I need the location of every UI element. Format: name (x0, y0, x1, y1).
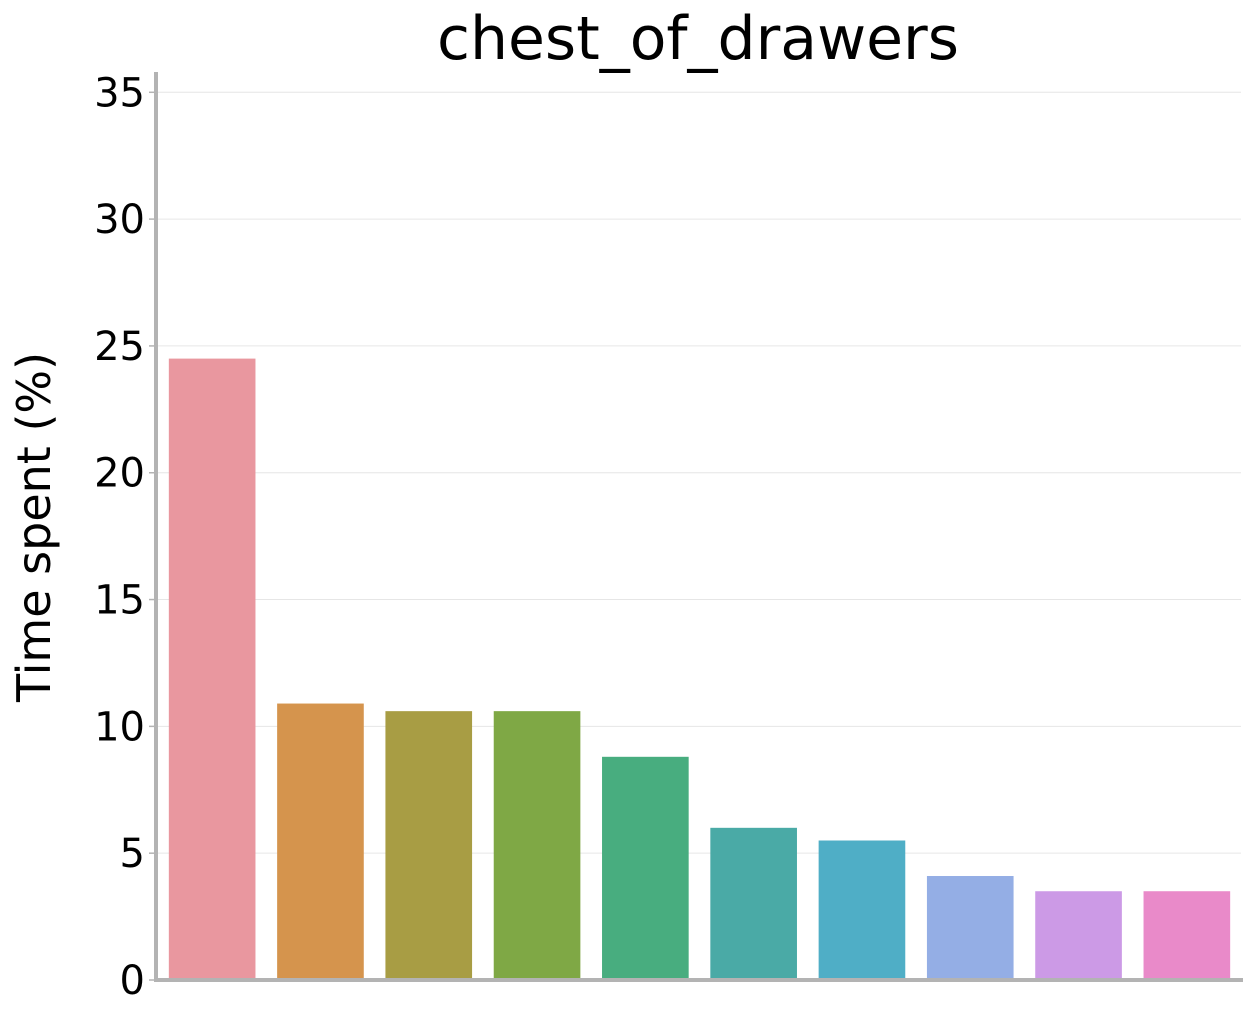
y-tick-label: 5 (120, 831, 145, 877)
bar (385, 711, 473, 980)
bar (926, 876, 1014, 980)
chart-title: chest_of_drawers (437, 4, 959, 74)
y-axis-label: Time spent (%) (7, 352, 61, 703)
y-tick-label: 35 (94, 70, 145, 116)
bar (493, 711, 581, 980)
bar (710, 827, 797, 980)
y-tick-label: 20 (94, 451, 145, 497)
bars (168, 358, 1231, 980)
bar (1143, 891, 1231, 980)
y-tick-label: 30 (94, 197, 145, 243)
bar (277, 703, 364, 980)
y-tick-label: 0 (120, 958, 145, 1004)
bar (168, 358, 256, 980)
y-tick-label: 15 (94, 578, 145, 624)
bar (1035, 891, 1122, 980)
y-tick-label: 10 (94, 704, 145, 750)
bar (818, 840, 906, 980)
y-tick-label: 25 (94, 324, 145, 370)
bar (602, 756, 689, 980)
y-axis-ticks: 0 5 10 15 20 25 30 35 (94, 70, 156, 1004)
